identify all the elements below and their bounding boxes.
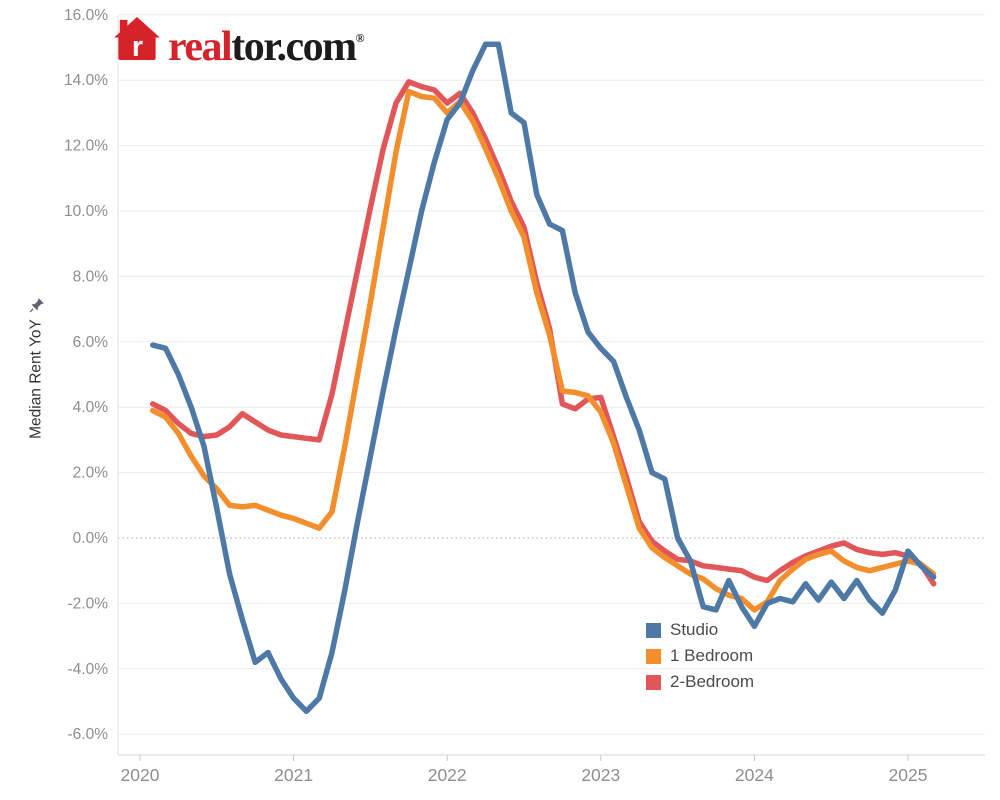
legend-swatch-studio xyxy=(646,622,661,638)
y-tick-label: 2.0% xyxy=(73,465,109,482)
realtor-house-icon: r xyxy=(114,17,160,60)
x-tick-label: 2020 xyxy=(121,765,160,785)
x-tick-label: 2024 xyxy=(735,765,774,785)
house-letter: r xyxy=(132,31,143,60)
y-tick-label: 12.0% xyxy=(64,138,108,155)
series-line-1-bedroom xyxy=(150,88,937,613)
legend-item-studio[interactable]: Studio xyxy=(646,617,754,643)
legend-label-2-bedroom: 2-Bedroom xyxy=(670,672,755,691)
pushpin-icon[interactable] xyxy=(29,297,44,312)
y-tick-label: 0.0% xyxy=(73,530,109,547)
legend-swatch-1-bedroom xyxy=(646,648,661,664)
y-tick-label: 16.0% xyxy=(64,7,108,24)
legend: Studio 1 Bedroom 2-Bedroom xyxy=(646,617,754,695)
wordmark-torcom: tor.com xyxy=(231,24,357,70)
legend-label-studio: Studio xyxy=(670,620,719,639)
y-axis-title-text: Median Rent YoY xyxy=(27,319,45,439)
legend-label-1-bedroom: 1 Bedroom xyxy=(670,646,754,665)
y-tick-label: 10.0% xyxy=(64,203,108,220)
series-line-studio xyxy=(150,41,937,715)
x-tick-label: 2025 xyxy=(889,765,928,785)
y-tick-label: 4.0% xyxy=(73,399,109,416)
y-tick-label: 8.0% xyxy=(73,268,109,285)
y-tick-label: 6.0% xyxy=(73,334,109,351)
y-tick-label: -4.0% xyxy=(68,661,109,678)
registered-trademark: ® xyxy=(355,31,365,45)
legend-swatch-2-bedroom xyxy=(646,674,661,690)
wordmark-real: real xyxy=(168,24,233,70)
realtor-wordmark: realtor.com® xyxy=(168,17,365,69)
y-tick-label: -2.0% xyxy=(68,595,109,612)
legend-item-1-bedroom[interactable]: 1 Bedroom xyxy=(646,643,754,669)
x-tick-label: 2023 xyxy=(581,765,620,785)
y-tick-label: -6.0% xyxy=(68,726,109,743)
realtor-logo: r realtor.com® xyxy=(114,17,365,69)
y-axis-title: Median Rent YoY xyxy=(27,276,47,461)
y-tick-label: 14.0% xyxy=(64,72,108,89)
x-tick-label: 2022 xyxy=(428,765,467,785)
x-tick-label: 2021 xyxy=(274,765,313,785)
legend-item-2-bedroom[interactable]: 2-Bedroom xyxy=(646,669,754,695)
